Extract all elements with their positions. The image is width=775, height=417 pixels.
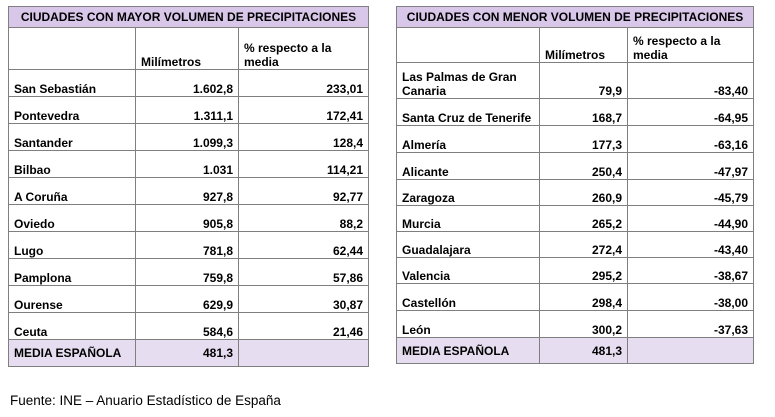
porcentaje-value: 172,41 — [237, 96, 370, 124]
porcentaje-value: -44,90 — [626, 205, 755, 232]
city-name: Castellón — [396, 283, 540, 311]
city-name: Ceuta — [8, 312, 136, 340]
milimetros-value: 781,8 — [135, 231, 239, 259]
table-mayor-precipitaciones: CIUDADES CON MAYOR VOLUMEN DE PRECIPITAC… — [7, 6, 370, 367]
porcentaje-value: 88,2 — [237, 204, 370, 232]
city-name: Santa Cruz de Tenerife — [396, 98, 540, 126]
city-name: Pontevedra — [8, 96, 136, 124]
header-milimetros: Milímetros — [135, 27, 239, 70]
city-name: Murcia — [396, 205, 540, 232]
table-row: A Coruña 927,8 92,77 — [8, 177, 370, 205]
table-row: Las Palmas de Gran Canaria 79,9 -83,40 — [396, 62, 755, 99]
milimetros-value: 295,2 — [539, 257, 628, 284]
media-value: 481,3 — [539, 337, 628, 364]
media-empty — [626, 337, 755, 364]
table-row: Almería 177,3 -63,16 — [396, 125, 755, 153]
table-row: Castellón 298,4 -38,00 — [396, 283, 755, 311]
milimetros-value: 1.031 — [135, 150, 239, 178]
header-porcentaje: % respecto a la media — [237, 27, 370, 70]
city-name: Lugo — [8, 231, 136, 259]
table-row: Zaragoza 260,9 -45,79 — [396, 179, 755, 206]
porcentaje-value: 21,46 — [237, 312, 370, 340]
milimetros-value: 79,9 — [539, 62, 628, 99]
porcentaje-value: 128,4 — [237, 123, 370, 151]
media-label: MEDIA ESPAÑOLA — [396, 337, 540, 364]
porcentaje-value: -38,67 — [626, 257, 755, 284]
porcentaje-value: -37,63 — [626, 310, 755, 338]
table-row: Pamplona 759,8 57,86 — [8, 258, 370, 286]
milimetros-value: 584,6 — [135, 312, 239, 340]
porcentaje-value: -38,00 — [626, 283, 755, 311]
table-title: CIUDADES CON MENOR VOLUMEN DE PRECIPITAC… — [395, 6, 755, 28]
table-row: Bilbao 1.031 114,21 — [8, 150, 370, 178]
table-row: Oviedo 905,8 88,2 — [8, 204, 370, 232]
porcentaje-value: 92,77 — [237, 177, 370, 205]
milimetros-value: 265,2 — [539, 205, 628, 232]
city-name: Alicante — [396, 152, 540, 180]
porcentaje-value: -64,95 — [626, 98, 755, 126]
city-name: Oviedo — [8, 204, 136, 232]
milimetros-value: 759,8 — [135, 258, 239, 286]
milimetros-value: 905,8 — [135, 204, 239, 232]
table-menor-precipitaciones: CIUDADES CON MENOR VOLUMEN DE PRECIPITAC… — [395, 6, 755, 364]
city-name: Las Palmas de Gran Canaria — [396, 62, 540, 99]
porcentaje-value: 114,21 — [237, 150, 370, 178]
porcentaje-value: -63,16 — [626, 125, 755, 153]
city-name: Valencia — [396, 257, 540, 284]
table-row: Alicante 250,4 -47,97 — [396, 152, 755, 180]
milimetros-value: 927,8 — [135, 177, 239, 205]
city-name: Zaragoza — [396, 179, 540, 206]
city-name: A Coruña — [8, 177, 136, 205]
city-name: Pamplona — [8, 258, 136, 286]
milimetros-value: 1.311,1 — [135, 96, 239, 124]
milimetros-value: 1.602,8 — [135, 69, 239, 97]
table-row: Santander 1.099,3 128,4 — [8, 123, 370, 151]
header-blank — [396, 27, 540, 63]
milimetros-value: 177,3 — [539, 125, 628, 153]
city-name: Santander — [8, 123, 136, 151]
porcentaje-value: -47,97 — [626, 152, 755, 180]
milimetros-value: 1.099,3 — [135, 123, 239, 151]
milimetros-value: 168,7 — [539, 98, 628, 126]
table-row: Murcia 265,2 -44,90 — [396, 205, 755, 232]
city-name: Ourense — [8, 285, 136, 313]
porcentaje-value: -43,40 — [626, 231, 755, 258]
table-row: Santa Cruz de Tenerife 168,7 -64,95 — [396, 98, 755, 126]
table-row: Valencia 295,2 -38,67 — [396, 257, 755, 284]
header-porcentaje: % respecto a la media — [626, 27, 755, 63]
porcentaje-value: 30,87 — [237, 285, 370, 313]
media-label: MEDIA ESPAÑOLA — [8, 339, 136, 367]
porcentaje-value: 62,44 — [237, 231, 370, 259]
table-row: Pontevedra 1.311,1 172,41 — [8, 96, 370, 124]
city-name: León — [396, 310, 540, 338]
header-blank — [8, 27, 136, 70]
milimetros-value: 272,4 — [539, 231, 628, 258]
milimetros-value: 629,9 — [135, 285, 239, 313]
porcentaje-value: -83,40 — [626, 62, 755, 99]
table-row: Guadalajara 272,4 -43,40 — [396, 231, 755, 258]
porcentaje-value: -45,79 — [626, 179, 755, 206]
porcentaje-value: 57,86 — [237, 258, 370, 286]
table-row: Lugo 781,8 62,44 — [8, 231, 370, 259]
city-name: San Sebastián — [8, 69, 136, 97]
table-row: León 300,2 -37,63 — [396, 310, 755, 338]
table-title: CIUDADES CON MAYOR VOLUMEN DE PRECIPITAC… — [7, 6, 370, 28]
porcentaje-value: 233,01 — [237, 69, 370, 97]
city-name: Almería — [396, 125, 540, 153]
table-row: Ceuta 584,6 21,46 — [8, 312, 370, 340]
table-row: Ourense 629,9 30,87 — [8, 285, 370, 313]
media-empty — [237, 339, 370, 367]
table-row: San Sebastián 1.602,8 233,01 — [8, 69, 370, 97]
header-milimetros: Milímetros — [539, 27, 628, 63]
milimetros-value: 300,2 — [539, 310, 628, 338]
city-name: Guadalajara — [396, 231, 540, 258]
source-note: Fuente: INE – Anuario Estadístico de Esp… — [10, 393, 281, 408]
milimetros-value: 298,4 — [539, 283, 628, 311]
media-value: 481,3 — [135, 339, 239, 367]
city-name: Bilbao — [8, 150, 136, 178]
milimetros-value: 250,4 — [539, 152, 628, 180]
milimetros-value: 260,9 — [539, 179, 628, 206]
